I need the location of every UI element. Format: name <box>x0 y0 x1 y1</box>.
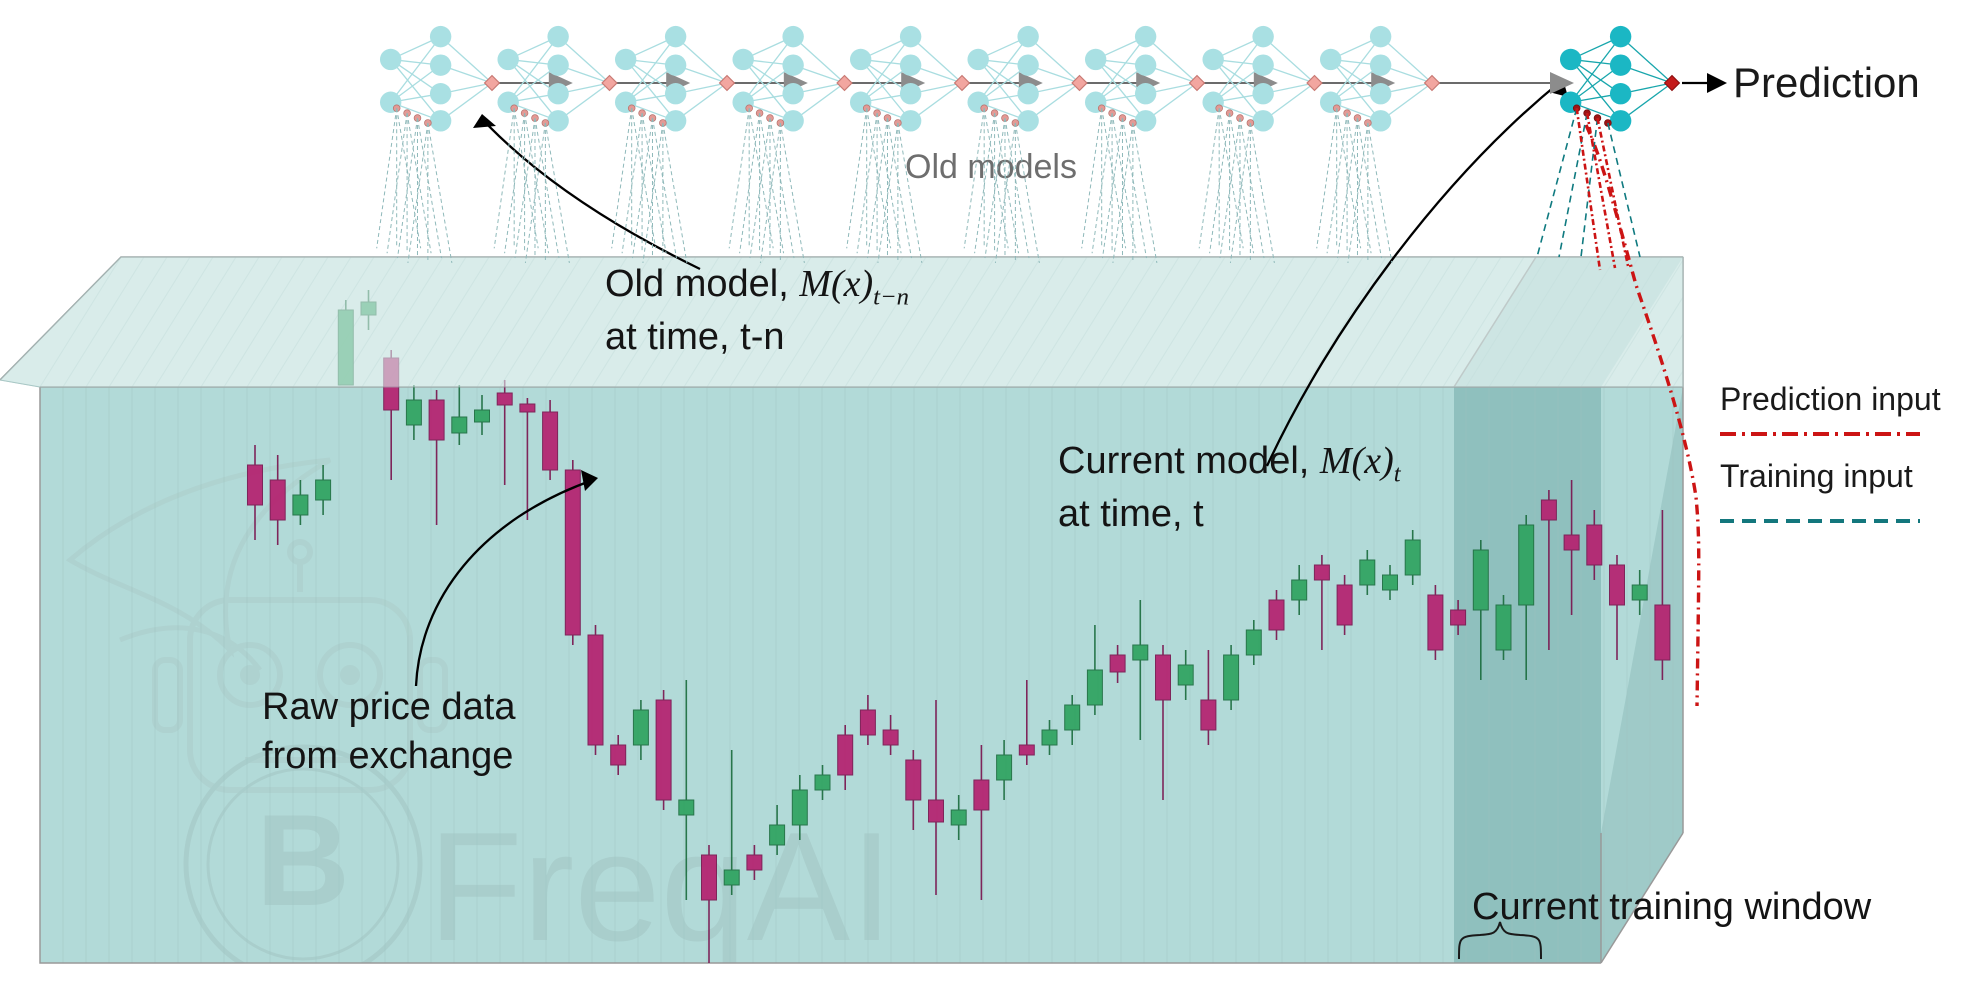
svg-text:Training input: Training input <box>1720 458 1913 494</box>
svg-text:Prediction input: Prediction input <box>1720 381 1941 417</box>
svg-text:Prediction: Prediction <box>1733 59 1920 106</box>
svg-text:Current training window: Current training window <box>1472 886 1872 928</box>
svg-text:Old models: Old models <box>905 148 1077 186</box>
